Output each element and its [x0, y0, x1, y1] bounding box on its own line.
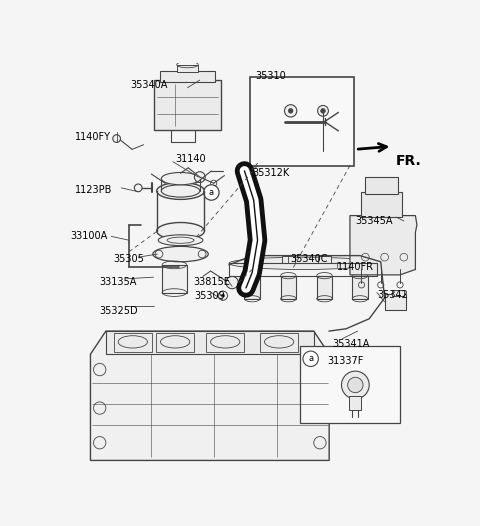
Bar — [318, 256, 331, 264]
Circle shape — [113, 135, 120, 143]
Text: 33100A: 33100A — [71, 231, 108, 241]
Circle shape — [341, 371, 369, 399]
Ellipse shape — [153, 246, 208, 262]
Bar — [317, 276, 332, 299]
Bar — [281, 276, 296, 299]
Polygon shape — [90, 331, 329, 460]
Circle shape — [204, 185, 219, 200]
Text: 33135A: 33135A — [100, 277, 137, 287]
Circle shape — [321, 108, 325, 113]
Text: 35305: 35305 — [114, 254, 144, 264]
Circle shape — [318, 106, 328, 116]
Bar — [206, 332, 244, 352]
Bar — [246, 256, 258, 264]
Text: a: a — [209, 188, 214, 197]
Circle shape — [226, 276, 238, 289]
Text: 35340A: 35340A — [131, 80, 168, 90]
Bar — [162, 265, 187, 292]
Ellipse shape — [158, 235, 203, 246]
Bar — [154, 80, 221, 130]
Circle shape — [303, 351, 318, 367]
Circle shape — [221, 294, 225, 297]
Circle shape — [194, 171, 205, 183]
Ellipse shape — [161, 185, 200, 197]
Circle shape — [348, 377, 363, 393]
Bar — [160, 71, 215, 82]
Bar — [260, 332, 299, 352]
Circle shape — [288, 108, 293, 113]
Ellipse shape — [156, 222, 204, 239]
Text: 35342: 35342 — [377, 290, 408, 300]
Text: 1140FY: 1140FY — [75, 133, 111, 143]
Circle shape — [218, 291, 228, 300]
Bar — [250, 77, 354, 166]
Text: 31337F: 31337F — [327, 356, 363, 366]
Ellipse shape — [161, 173, 200, 185]
Bar — [352, 276, 368, 299]
Polygon shape — [350, 216, 417, 275]
Bar — [106, 331, 314, 354]
Ellipse shape — [229, 257, 377, 269]
Text: 35340C: 35340C — [291, 254, 328, 264]
Bar — [300, 347, 400, 423]
Text: 1140FR: 1140FR — [337, 262, 374, 272]
Text: 33815E: 33815E — [193, 277, 230, 287]
Text: 1123PB: 1123PB — [75, 185, 112, 195]
Text: a: a — [308, 355, 313, 363]
Text: 35309: 35309 — [194, 291, 225, 301]
Bar — [361, 193, 402, 217]
Bar — [244, 276, 260, 299]
Bar — [384, 294, 406, 309]
Bar — [156, 332, 194, 352]
Text: 35325D: 35325D — [100, 307, 138, 317]
Bar — [354, 256, 366, 264]
Bar — [282, 256, 295, 264]
Bar — [114, 332, 152, 352]
Circle shape — [285, 105, 297, 117]
Bar — [392, 290, 404, 297]
Bar — [349, 396, 361, 410]
Circle shape — [134, 184, 142, 191]
Bar — [177, 65, 198, 73]
Text: 35345A: 35345A — [355, 216, 393, 226]
Text: 35310: 35310 — [255, 71, 286, 81]
Text: FR.: FR. — [396, 154, 421, 168]
Ellipse shape — [156, 183, 204, 199]
Bar — [365, 177, 398, 194]
Text: 35312K: 35312K — [252, 168, 289, 178]
Text: 35341A: 35341A — [332, 339, 370, 349]
Text: 31140: 31140 — [175, 154, 206, 164]
